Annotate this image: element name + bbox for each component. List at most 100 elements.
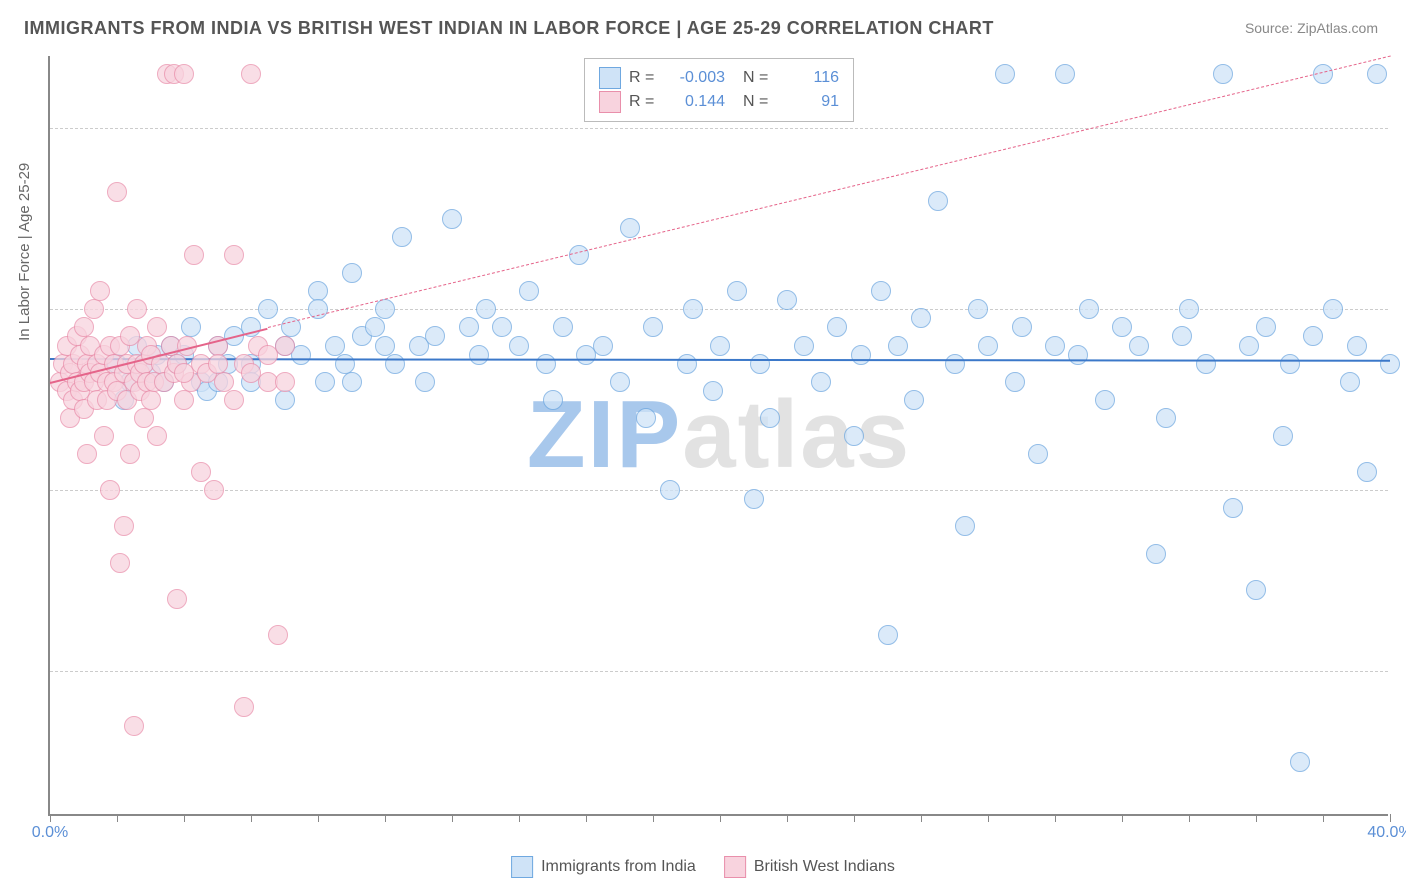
data-point (827, 317, 847, 337)
data-point (208, 354, 228, 374)
legend-swatch (724, 856, 746, 878)
data-point (1246, 580, 1266, 600)
source-attribution: Source: ZipAtlas.com (1245, 20, 1378, 36)
data-point (968, 299, 988, 319)
data-point (1239, 336, 1259, 356)
data-point (476, 299, 496, 319)
data-point (174, 390, 194, 410)
data-point (342, 372, 362, 392)
legend-r-label: R = (629, 93, 661, 111)
data-point (385, 354, 405, 374)
data-point (335, 354, 355, 374)
data-point (74, 317, 94, 337)
data-point (777, 290, 797, 310)
data-point (871, 281, 891, 301)
data-point (184, 245, 204, 265)
data-point (1256, 317, 1276, 337)
data-point (1290, 752, 1310, 772)
legend-n-label: N = (743, 69, 775, 87)
data-point (519, 281, 539, 301)
data-point (955, 516, 975, 536)
legend-item: Immigrants from India (511, 856, 696, 878)
data-point (1112, 317, 1132, 337)
data-point (174, 64, 194, 84)
x-tick-mark (653, 814, 654, 822)
x-tick-mark (1323, 814, 1324, 822)
x-tick-mark (318, 814, 319, 822)
data-point (643, 317, 663, 337)
x-tick-mark (988, 814, 989, 822)
x-tick-mark (921, 814, 922, 822)
data-point (275, 390, 295, 410)
x-tick-mark (519, 814, 520, 822)
data-point (100, 480, 120, 500)
data-point (811, 372, 831, 392)
data-point (1005, 372, 1025, 392)
data-point (174, 363, 194, 383)
data-point (1156, 408, 1176, 428)
data-point (214, 372, 234, 392)
data-point (167, 589, 187, 609)
data-point (1273, 426, 1293, 446)
legend-swatch (511, 856, 533, 878)
x-tick-mark (385, 814, 386, 822)
data-point (928, 191, 948, 211)
data-point (114, 516, 134, 536)
data-point (750, 354, 770, 374)
data-point (760, 408, 780, 428)
data-point (204, 480, 224, 500)
x-tick-mark (117, 814, 118, 822)
data-point (275, 372, 295, 392)
data-point (536, 354, 556, 374)
x-tick-mark (184, 814, 185, 822)
data-point (425, 326, 445, 346)
data-point (794, 336, 814, 356)
data-point (1055, 64, 1075, 84)
data-point (1079, 299, 1099, 319)
data-point (1179, 299, 1199, 319)
legend-swatch (599, 67, 621, 89)
data-point (878, 625, 898, 645)
data-point (191, 462, 211, 482)
data-point (1146, 544, 1166, 564)
data-point (727, 281, 747, 301)
gridline (50, 671, 1388, 672)
data-point (268, 625, 288, 645)
data-point (1223, 498, 1243, 518)
data-point (415, 372, 435, 392)
x-tick-label: 0.0% (32, 824, 68, 842)
gridline (50, 490, 1388, 491)
x-tick-mark (1122, 814, 1123, 822)
data-point (375, 336, 395, 356)
gridline (50, 128, 1388, 129)
data-point (275, 336, 295, 356)
data-point (234, 697, 254, 717)
x-tick-mark (586, 814, 587, 822)
y-axis-label: In Labor Force | Age 25-29 (16, 163, 33, 341)
data-point (1196, 354, 1216, 374)
data-point (710, 336, 730, 356)
x-tick-label: 40.0% (1367, 824, 1406, 842)
data-point (945, 354, 965, 374)
data-point (888, 336, 908, 356)
data-point (1303, 326, 1323, 346)
legend-r-value: 0.144 (669, 93, 725, 111)
legend-series-label: Immigrants from India (541, 858, 696, 876)
data-point (1213, 64, 1233, 84)
data-point (342, 263, 362, 283)
data-point (1357, 462, 1377, 482)
legend-swatch (599, 91, 621, 113)
data-point (744, 489, 764, 509)
x-tick-mark (1390, 814, 1391, 822)
legend-r-value: -0.003 (669, 69, 725, 87)
data-point (107, 182, 127, 202)
legend-n-label: N = (743, 93, 775, 111)
x-tick-mark (251, 814, 252, 822)
legend-row: R =-0.003N =116 (599, 67, 839, 89)
data-point (147, 426, 167, 446)
x-tick-mark (1055, 814, 1056, 822)
data-point (120, 444, 140, 464)
x-tick-mark (854, 814, 855, 822)
chart-title: IMMIGRANTS FROM INDIA VS BRITISH WEST IN… (24, 18, 994, 39)
data-point (636, 408, 656, 428)
